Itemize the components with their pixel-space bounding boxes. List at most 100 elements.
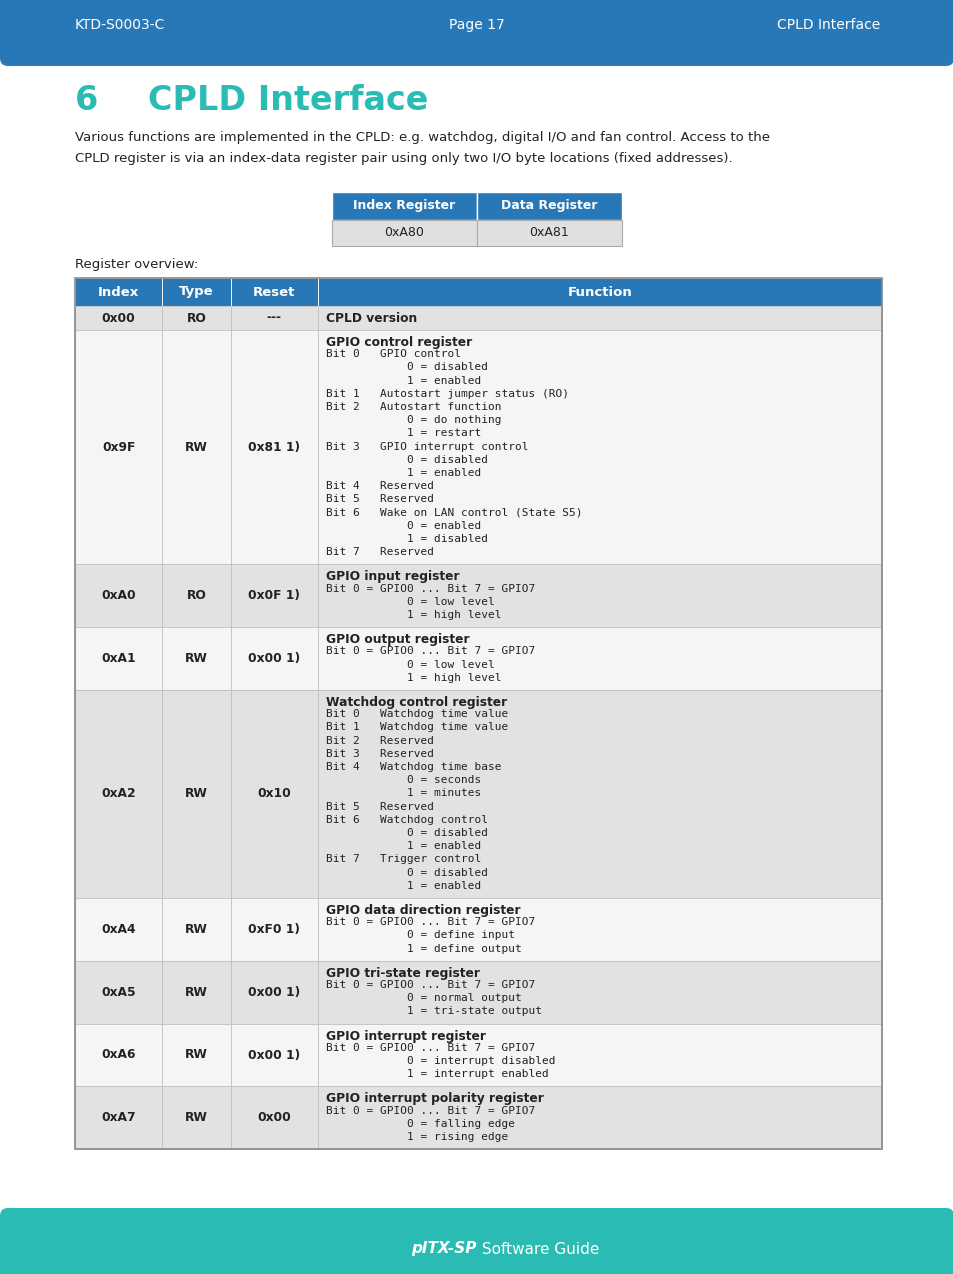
Bar [162, 691, 231, 898]
Text: RO: RO [187, 312, 206, 325]
Text: 0xA5: 0xA5 [101, 986, 135, 999]
Text: 0x0F 1): 0x0F 1) [248, 590, 300, 603]
Text: Bit 6   Watchdog control: Bit 6 Watchdog control [326, 815, 487, 824]
Text: KTD-S0003-C: KTD-S0003-C [75, 18, 165, 32]
Bar [231, 691, 317, 898]
Bar [75, 278, 882, 1149]
Bar [162, 898, 231, 961]
Bar [75, 627, 162, 691]
Bar [317, 627, 882, 691]
Text: 0x9F: 0x9F [102, 441, 135, 454]
Text: 0xA0: 0xA0 [101, 590, 135, 603]
Text: Bit 0 = GPIO0 ... Bit 7 = GPIO7: Bit 0 = GPIO0 ... Bit 7 = GPIO7 [326, 917, 535, 927]
Text: 0 = falling edge: 0 = falling edge [326, 1119, 515, 1129]
Bar [162, 564, 231, 627]
Text: 1 = interrupt enabled: 1 = interrupt enabled [326, 1069, 548, 1079]
Text: Bit 1   Watchdog time value: Bit 1 Watchdog time value [326, 722, 508, 733]
Bar [317, 306, 882, 330]
Text: Bit 2   Reserved: Bit 2 Reserved [326, 735, 434, 745]
Bar [75, 278, 162, 306]
Text: Software Guide: Software Guide [476, 1241, 598, 1256]
Text: 0x00 1): 0x00 1) [248, 986, 300, 999]
Text: 0x81 1): 0x81 1) [248, 441, 300, 454]
Text: Bit 5   Reserved: Bit 5 Reserved [326, 494, 434, 505]
FancyBboxPatch shape [0, 1208, 953, 1274]
Bar [231, 330, 317, 564]
Bar [75, 306, 162, 330]
Bar [162, 627, 231, 691]
Text: CPLD version: CPLD version [326, 312, 416, 325]
Bar [75, 961, 162, 1023]
Text: Bit 2   Autostart function: Bit 2 Autostart function [326, 403, 501, 412]
Text: 1 = minutes: 1 = minutes [326, 789, 480, 799]
Text: 0x00 1): 0x00 1) [248, 1049, 300, 1061]
Text: 1 = high level: 1 = high level [326, 673, 501, 683]
Text: Bit 0   GPIO control: Bit 0 GPIO control [326, 349, 460, 359]
Text: Bit 0 = GPIO0 ... Bit 7 = GPIO7: Bit 0 = GPIO0 ... Bit 7 = GPIO7 [326, 1043, 535, 1052]
Text: GPIO data direction register: GPIO data direction register [326, 905, 520, 917]
Bar [231, 1023, 317, 1087]
Text: 0 = disabled: 0 = disabled [326, 455, 487, 465]
Bar [476, 192, 621, 220]
Text: 0x00 1): 0x00 1) [248, 652, 300, 665]
Bar [317, 961, 882, 1023]
Text: Bit 7   Reserved: Bit 7 Reserved [326, 548, 434, 557]
Bar [162, 330, 231, 564]
Text: Index Register: Index Register [353, 200, 456, 213]
Bar [162, 306, 231, 330]
Text: 0 = low level: 0 = low level [326, 596, 495, 606]
Text: Bit 6   Wake on LAN control (State S5): Bit 6 Wake on LAN control (State S5) [326, 507, 581, 517]
Text: pITX-SP: pITX-SP [411, 1241, 476, 1256]
Bar [231, 306, 317, 330]
Bar [476, 220, 621, 246]
Text: 0x10: 0x10 [257, 787, 291, 800]
Text: Bit 3   GPIO interrupt control: Bit 3 GPIO interrupt control [326, 442, 528, 451]
Bar [317, 1023, 882, 1087]
Text: 0 = disabled: 0 = disabled [326, 362, 487, 372]
Bar [162, 961, 231, 1023]
Text: CPLD register is via an index-data register pair using only two I/O byte locatio: CPLD register is via an index-data regis… [75, 152, 732, 166]
Text: Bit 4   Reserved: Bit 4 Reserved [326, 482, 434, 492]
Text: RW: RW [185, 1111, 208, 1124]
Text: Bit 0 = GPIO0 ... Bit 7 = GPIO7: Bit 0 = GPIO0 ... Bit 7 = GPIO7 [326, 646, 535, 656]
Text: RW: RW [185, 1049, 208, 1061]
Text: Page 17: Page 17 [449, 18, 504, 32]
Text: Various functions are implemented in the CPLD: e.g. watchdog, digital I/O and fa: Various functions are implemented in the… [75, 131, 769, 144]
Bar [0, 1224, 953, 1274]
Text: 0xA4: 0xA4 [101, 922, 135, 936]
Text: 0 = define input: 0 = define input [326, 930, 515, 940]
Bar [162, 1087, 231, 1149]
Text: 1 = define output: 1 = define output [326, 944, 521, 954]
Text: 0xA6: 0xA6 [101, 1049, 135, 1061]
Bar [317, 564, 882, 627]
Bar [0, 0, 953, 25]
Text: 1 = enabled: 1 = enabled [326, 468, 480, 478]
Text: 0 = interrupt disabled: 0 = interrupt disabled [326, 1056, 555, 1066]
Text: Register overview:: Register overview: [75, 259, 198, 271]
Text: CPLD Interface: CPLD Interface [148, 84, 428, 117]
Text: 0 = disabled: 0 = disabled [326, 828, 487, 838]
Text: 0 = normal output: 0 = normal output [326, 994, 521, 1003]
Text: Data Register: Data Register [500, 200, 598, 213]
Bar [231, 1087, 317, 1149]
Text: 0x00: 0x00 [257, 1111, 291, 1124]
Bar [75, 691, 162, 898]
Text: GPIO input register: GPIO input register [326, 571, 459, 583]
Text: CPLD Interface: CPLD Interface [776, 18, 879, 32]
Text: RO: RO [187, 590, 206, 603]
Text: Bit 7   Trigger control: Bit 7 Trigger control [326, 855, 480, 864]
Text: ---: --- [267, 312, 281, 325]
Text: 0xA81: 0xA81 [529, 227, 569, 240]
Bar [317, 278, 882, 306]
Text: Bit 3   Reserved: Bit 3 Reserved [326, 749, 434, 759]
Bar [317, 691, 882, 898]
Text: Watchdog control register: Watchdog control register [326, 696, 507, 710]
Text: 1 = high level: 1 = high level [326, 610, 501, 620]
Text: Reset: Reset [253, 285, 295, 298]
Bar [231, 278, 317, 306]
Text: Bit 0 = GPIO0 ... Bit 7 = GPIO7: Bit 0 = GPIO0 ... Bit 7 = GPIO7 [326, 583, 535, 594]
Text: 0 = disabled: 0 = disabled [326, 868, 487, 878]
Bar [317, 898, 882, 961]
Text: 0x00: 0x00 [102, 312, 135, 325]
Bar [317, 1087, 882, 1149]
